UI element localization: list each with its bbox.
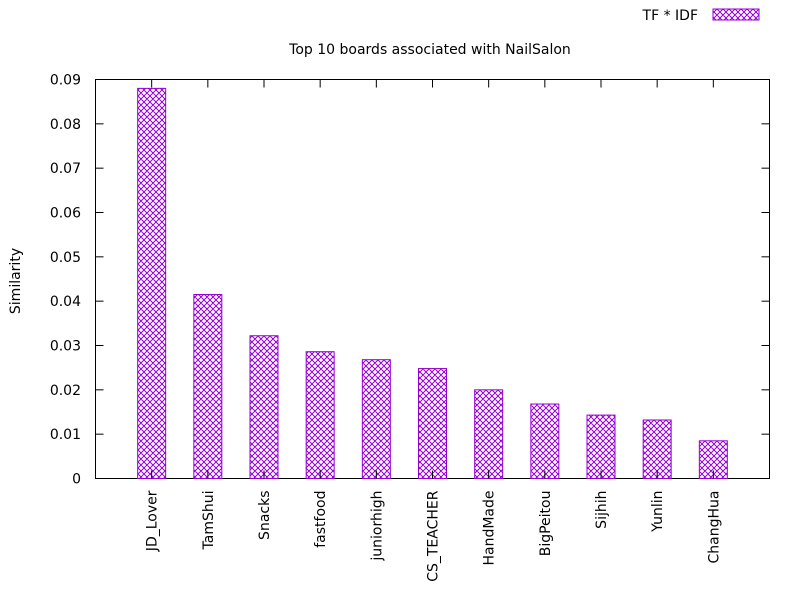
y-tick-label: 0.09 — [50, 73, 81, 89]
x-tick-label: ChangHua — [706, 491, 722, 564]
y-tick-label: 0.01 — [50, 427, 81, 443]
x-tick-label: Yunlin — [650, 491, 666, 533]
bar-fastfood — [305, 351, 335, 479]
y-tick-label: 0.02 — [50, 383, 81, 399]
y-tick-label: 0 — [72, 472, 81, 488]
y-axis: 0 0.01 0.02 0.03 0.04 0.05 0.06 0.07 0.08 0.09 — [50, 73, 770, 488]
bar-Snacks — [249, 335, 279, 479]
bar-juniorhigh — [361, 359, 391, 480]
x-tick-label: juniorhigh — [369, 491, 385, 562]
legend-label: TF * IDF — [642, 8, 698, 24]
x-tick-label: BigPeitou — [538, 491, 554, 557]
chart-title: Top 10 boards associated with NailSalon — [288, 42, 571, 58]
bar-HandMade — [474, 389, 504, 480]
x-tick-label: HandMade — [482, 491, 498, 566]
x-tick-label: CS_TEACHER — [426, 490, 442, 582]
bar-Sijhih — [586, 414, 616, 479]
bar-CS_TEACHER — [418, 368, 447, 480]
x-axis: JD_Lover TamShui Snacks fastfood juniorhigh C… — [145, 79, 722, 582]
bar-JD_Lover — [137, 87, 167, 479]
x-tick-label: JD_Lover — [145, 490, 161, 552]
x-tick-label: fastfood — [313, 491, 329, 548]
y-tick-label: 0.03 — [50, 339, 81, 355]
legend-swatch — [712, 8, 760, 21]
y-axis-label: Similarity — [8, 248, 24, 314]
x-tick-label: Snacks — [257, 491, 273, 540]
x-tick-label: Sijhih — [594, 491, 610, 529]
y-tick-label: 0.07 — [50, 161, 81, 177]
bar-TamShui — [193, 294, 223, 479]
bar-BigPeitou — [530, 403, 560, 479]
y-tick-label: 0.04 — [50, 294, 81, 310]
bar-Yunlin — [642, 419, 672, 480]
x-tick-label: TamShui — [201, 491, 217, 551]
legend: TF * IDF — [642, 8, 760, 24]
y-tick-label: 0.06 — [50, 206, 81, 222]
y-tick-label: 0.05 — [50, 250, 81, 266]
y-tick-label: 0.08 — [50, 117, 81, 133]
bars — [137, 87, 728, 480]
